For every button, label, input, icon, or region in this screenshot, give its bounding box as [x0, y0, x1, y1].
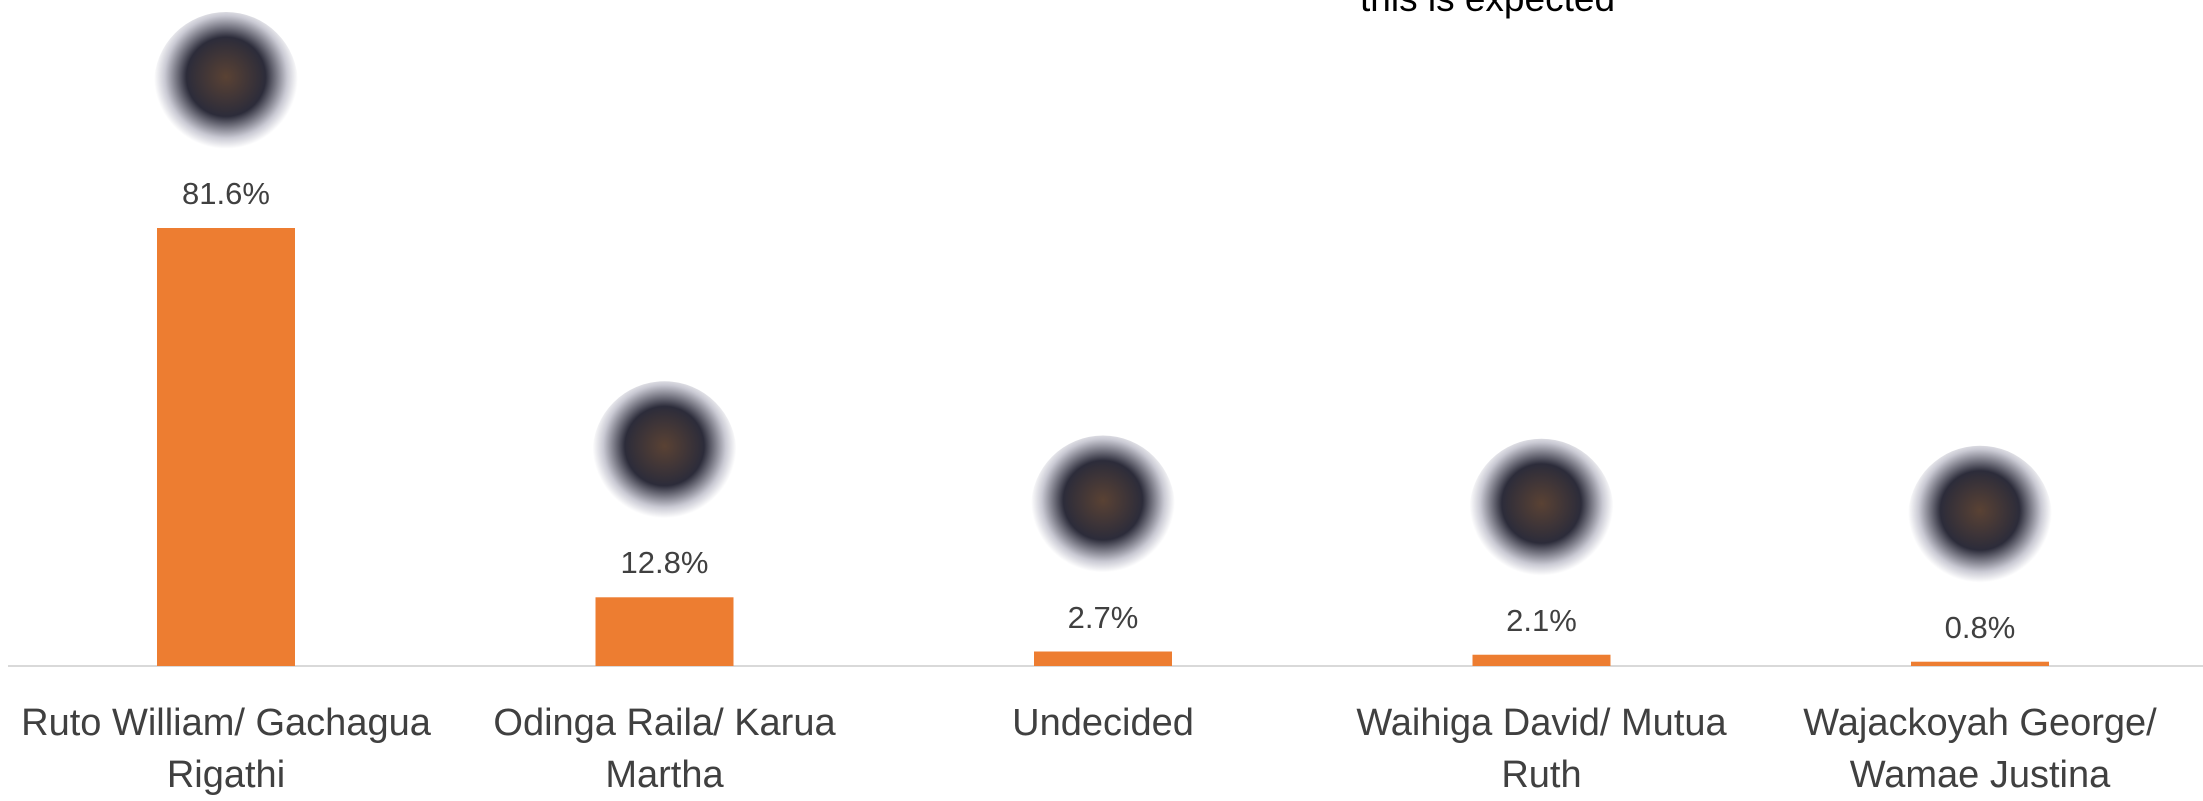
candidate-photo — [1031, 436, 1175, 580]
candidate-photo — [154, 12, 298, 156]
x-tick-label: Odinga Raila/ Karua Martha — [445, 697, 885, 801]
bar — [1473, 655, 1611, 666]
x-tick-label: Wajackoyah George/ Wamae Justina — [1760, 697, 2200, 801]
value-label: 0.8% — [1880, 610, 2080, 646]
candidate-photo — [593, 381, 737, 525]
value-label: 2.1% — [1442, 603, 1642, 639]
candidate-photo — [1908, 446, 2052, 590]
value-label: 2.7% — [1003, 600, 1203, 636]
bar — [157, 228, 295, 666]
bar — [1034, 652, 1172, 666]
candidate-photo — [1470, 439, 1614, 583]
value-label: 12.8% — [565, 545, 765, 581]
chart — [0, 0, 2203, 799]
annotation: this is expected — [1360, 0, 1615, 20]
page: this is expected (() => { const data = J… — [0, 0, 2203, 799]
x-tick-label: Waihiga David/ Mutua Ruth — [1322, 697, 1762, 801]
value-label: 81.6% — [126, 176, 326, 212]
x-tick-label: Undecided — [883, 697, 1323, 749]
x-tick-label: Ruto William/ Gachagua Rigathi — [6, 697, 446, 801]
bar — [596, 597, 734, 666]
bar — [1911, 662, 2049, 666]
